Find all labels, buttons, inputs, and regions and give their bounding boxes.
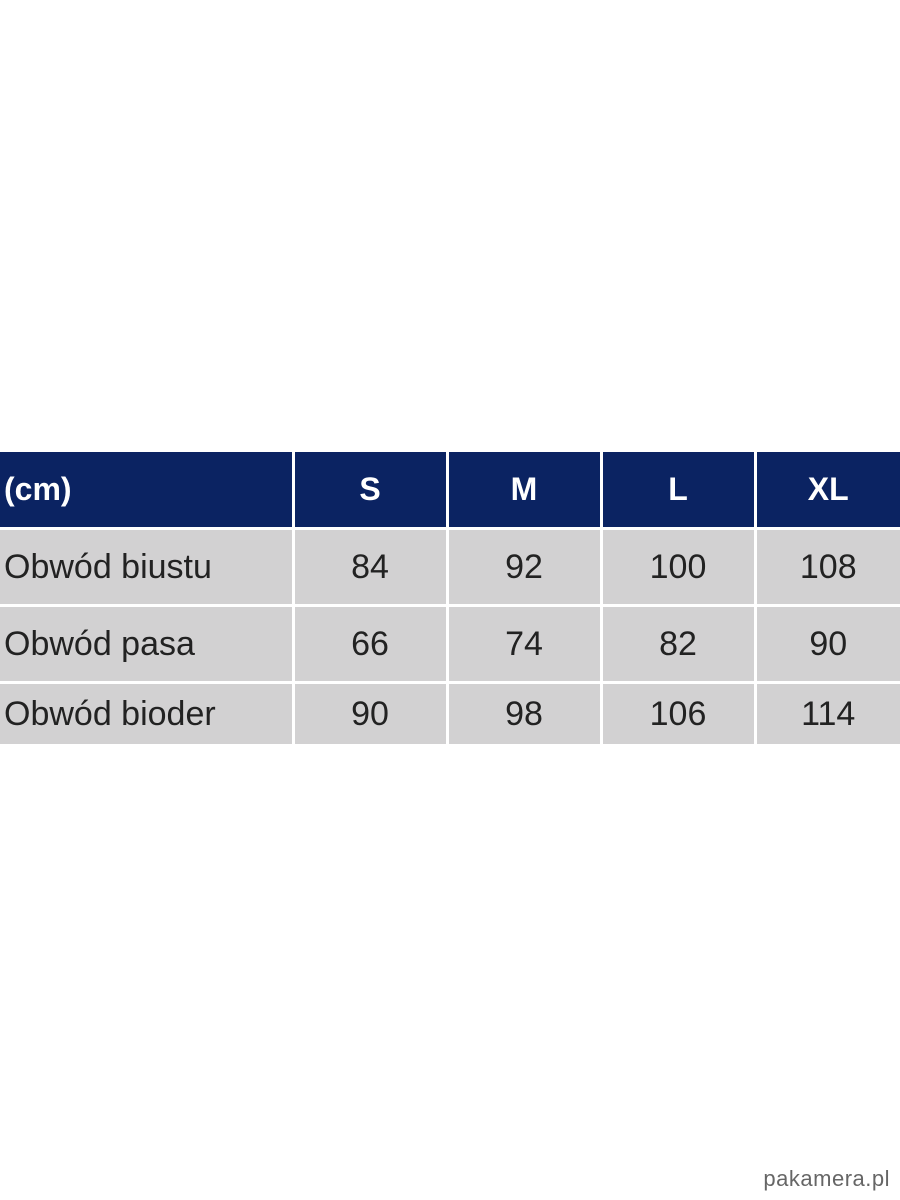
- header-row: (cm) S M L XL: [0, 452, 900, 530]
- cell: 90: [753, 604, 900, 684]
- cell: 108: [753, 527, 900, 607]
- cell: 92: [445, 527, 603, 607]
- header-size-xl: XL: [753, 452, 900, 530]
- cell: 90: [291, 681, 449, 744]
- table-row: Obwód bioder 90 98 106 114: [0, 681, 900, 744]
- cell: 100: [599, 527, 757, 607]
- header-size-m: M: [445, 452, 603, 530]
- cell: 66: [291, 604, 449, 684]
- cell: 82: [599, 604, 757, 684]
- table-row: Obwód biustu 84 92 100 108: [0, 527, 900, 607]
- header-size-l: L: [599, 452, 757, 530]
- cell: 74: [445, 604, 603, 684]
- cell: 98: [445, 681, 603, 744]
- row-label: Obwód biustu: [0, 527, 295, 607]
- cell: 114: [753, 681, 900, 744]
- cell: 106: [599, 681, 757, 744]
- watermark-logo: pakamera.pl: [763, 1166, 890, 1191]
- header-unit: (cm): [0, 452, 295, 530]
- size-chart-table: (cm) S M L XL Obwód biustu 84 92 100 108…: [0, 452, 900, 744]
- cell: 84: [291, 527, 449, 607]
- table-row: Obwód pasa 66 74 82 90: [0, 604, 900, 684]
- row-label: Obwód bioder: [0, 681, 295, 744]
- header-size-s: S: [291, 452, 449, 530]
- row-label: Obwód pasa: [0, 604, 295, 684]
